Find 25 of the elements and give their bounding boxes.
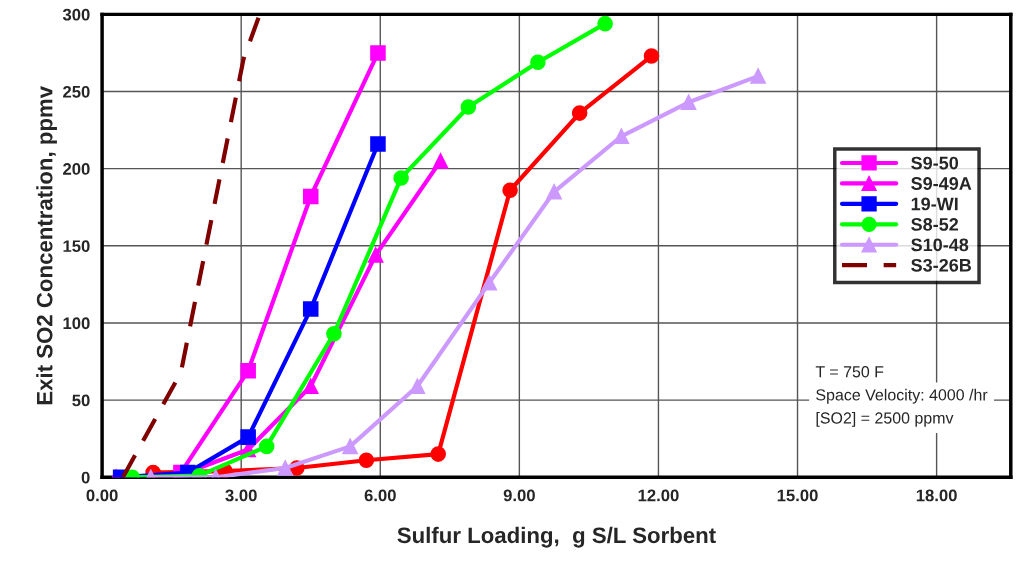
annotation: [SO2] = 2500 ppmv xyxy=(816,411,954,427)
legend-label: S3-26B xyxy=(911,258,972,272)
y-tick-label: 0 xyxy=(81,471,90,484)
x-tick-label: 18.00 xyxy=(916,489,957,502)
annotation: Space Velocity: 4000 /hr xyxy=(816,388,988,404)
y-tick-label: 50 xyxy=(72,394,90,407)
legend-label: S8-52 xyxy=(911,218,959,231)
legend-label: S9-49A xyxy=(911,177,972,190)
x-tick-label: 9.00 xyxy=(503,489,535,502)
x-tick-label: 0.00 xyxy=(86,489,118,502)
x-tick-label: 12.00 xyxy=(638,489,679,502)
y-tick-label: 300 xyxy=(62,8,90,21)
y-axis-title: Exit SO2 Concentration, ppmv xyxy=(36,86,57,405)
x-axis-title: Sulfur Loading, g S/L Sorbent xyxy=(397,526,716,548)
x-tick-label: 15.00 xyxy=(777,489,818,502)
x-tick-label: 3.00 xyxy=(225,489,257,502)
legend-label: S9-50 xyxy=(911,156,959,170)
legend-label: S10-48 xyxy=(911,238,969,252)
x-tick-label: 6.00 xyxy=(364,489,396,502)
y-tick-label: 200 xyxy=(63,163,90,175)
legend-label: 19-WI xyxy=(911,197,958,211)
y-tick-label: 150 xyxy=(63,240,90,253)
annotation: T = 750 F xyxy=(815,366,884,378)
y-tick-label: 250 xyxy=(63,85,90,98)
y-tick-label: 100 xyxy=(63,317,90,330)
